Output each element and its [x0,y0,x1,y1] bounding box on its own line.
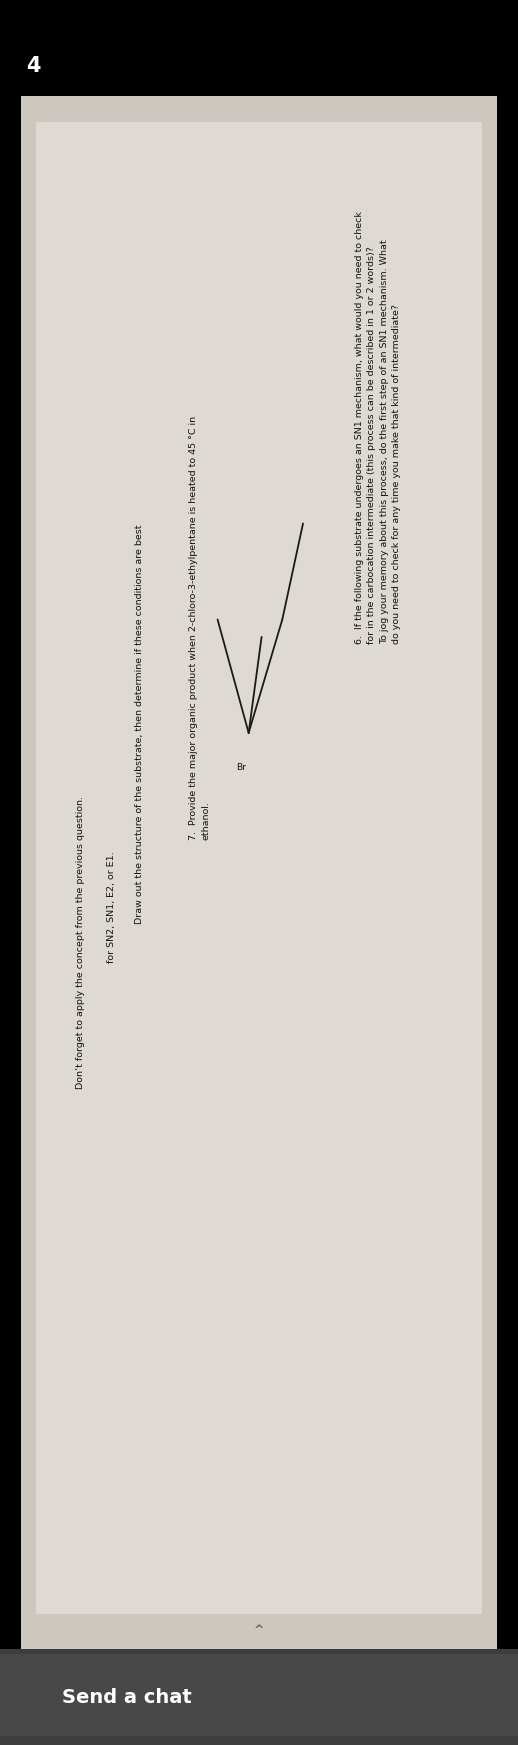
Text: Br: Br [236,763,246,773]
Bar [0,1649,518,1745]
Text: ^: ^ [254,1625,264,1637]
Text: Don’t forget to apply the concept from the previous question.: Don’t forget to apply the concept from t… [76,796,85,1089]
Text: Send a chat: Send a chat [62,1689,192,1707]
Bar [0,1654,518,1736]
Bar [21,96,497,1649]
Text: 7.  Provide the major organic product when 2-chloro-3-ethylpentane is heated to : 7. Provide the major organic product whe… [189,415,210,841]
Text: 6.  If the following substrate undergoes an SN1 mechanism, what would you need t: 6. If the following substrate undergoes … [355,211,401,644]
Text: for SN2, SN1, E2, or E1.: for SN2, SN1, E2, or E1. [107,852,116,963]
Bar [36,122,482,1614]
Text: 4: 4 [26,56,40,75]
Text: Draw out the structure of the substrate, then determine if these conditions are : Draw out the structure of the substrate,… [135,525,145,923]
